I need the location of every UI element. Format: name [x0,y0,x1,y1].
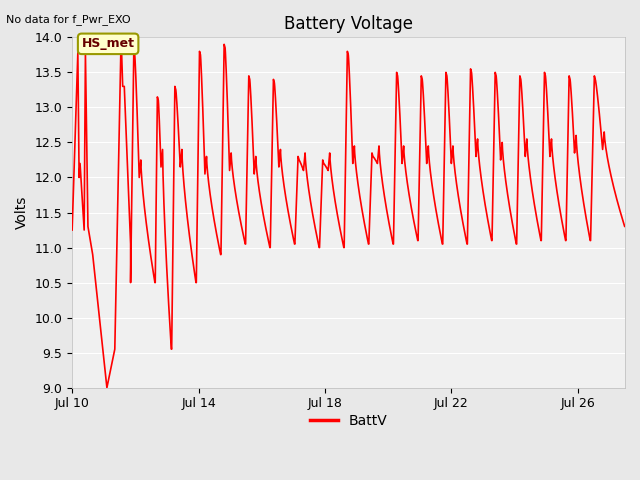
Title: Battery Voltage: Battery Voltage [284,15,413,33]
Y-axis label: Volts: Volts [15,196,29,229]
Text: No data for f_Pwr_EXO: No data for f_Pwr_EXO [6,14,131,25]
Text: HS_met: HS_met [82,37,134,50]
Legend: BattV: BattV [304,408,393,433]
